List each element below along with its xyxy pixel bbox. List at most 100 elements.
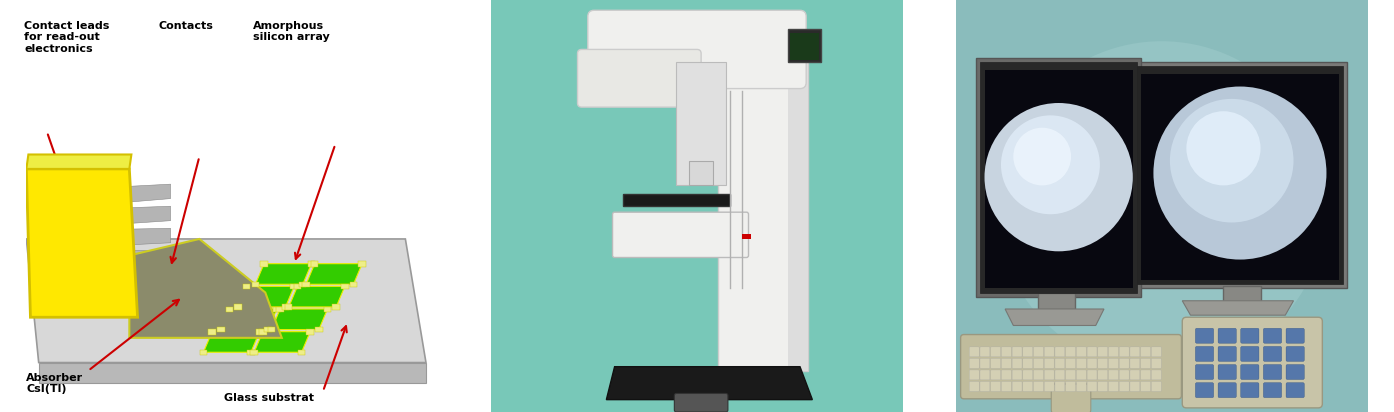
Bar <box>199 350 208 355</box>
FancyBboxPatch shape <box>1055 370 1065 380</box>
FancyBboxPatch shape <box>1287 346 1305 361</box>
FancyBboxPatch shape <box>1001 358 1011 368</box>
FancyBboxPatch shape <box>1287 328 1305 343</box>
FancyBboxPatch shape <box>1119 347 1129 357</box>
Bar <box>226 307 233 312</box>
FancyBboxPatch shape <box>1087 370 1097 380</box>
Polygon shape <box>289 286 344 307</box>
FancyBboxPatch shape <box>1287 365 1305 379</box>
Bar <box>332 304 340 310</box>
FancyBboxPatch shape <box>980 347 990 357</box>
Bar <box>718 49 809 371</box>
FancyBboxPatch shape <box>1241 328 1259 343</box>
Bar <box>294 284 301 289</box>
Bar <box>980 62 1138 293</box>
FancyBboxPatch shape <box>1001 370 1011 380</box>
FancyBboxPatch shape <box>1001 382 1011 391</box>
FancyBboxPatch shape <box>980 370 990 380</box>
Bar <box>268 327 275 332</box>
FancyBboxPatch shape <box>1012 358 1022 368</box>
Bar <box>273 307 280 312</box>
Text: Contacts: Contacts <box>158 21 213 30</box>
FancyBboxPatch shape <box>1151 358 1161 368</box>
Polygon shape <box>26 169 138 317</box>
Bar <box>743 234 750 239</box>
FancyBboxPatch shape <box>577 49 701 107</box>
Bar <box>259 329 266 335</box>
FancyBboxPatch shape <box>1196 383 1214 398</box>
FancyBboxPatch shape <box>1044 347 1054 357</box>
FancyBboxPatch shape <box>1131 370 1140 380</box>
FancyBboxPatch shape <box>1151 347 1161 357</box>
FancyBboxPatch shape <box>1218 346 1236 361</box>
FancyBboxPatch shape <box>1065 347 1076 357</box>
FancyBboxPatch shape <box>1012 382 1022 391</box>
FancyBboxPatch shape <box>1076 358 1086 368</box>
Polygon shape <box>220 309 277 330</box>
Polygon shape <box>131 272 170 288</box>
Bar <box>247 350 255 355</box>
Polygon shape <box>26 154 131 169</box>
FancyBboxPatch shape <box>1076 370 1086 380</box>
Bar <box>350 282 357 287</box>
Polygon shape <box>26 239 427 363</box>
Circle shape <box>1013 128 1071 185</box>
Bar <box>308 261 315 267</box>
Polygon shape <box>255 264 311 284</box>
Polygon shape <box>134 269 204 287</box>
Bar <box>265 327 272 332</box>
Bar <box>298 350 305 355</box>
FancyBboxPatch shape <box>1098 358 1108 368</box>
FancyBboxPatch shape <box>1182 317 1323 408</box>
FancyBboxPatch shape <box>1108 382 1118 391</box>
Circle shape <box>1186 111 1260 185</box>
Bar <box>976 58 1142 297</box>
Text: Absorber
CsI(Tl): Absorber CsI(Tl) <box>26 373 84 394</box>
FancyBboxPatch shape <box>1076 347 1086 357</box>
FancyBboxPatch shape <box>991 370 1001 380</box>
FancyBboxPatch shape <box>1140 370 1150 380</box>
FancyBboxPatch shape <box>969 370 979 380</box>
Polygon shape <box>134 250 204 271</box>
FancyBboxPatch shape <box>1151 382 1161 391</box>
FancyBboxPatch shape <box>1023 370 1033 380</box>
Bar <box>251 350 258 355</box>
Polygon shape <box>238 286 294 307</box>
Polygon shape <box>39 363 427 383</box>
Bar <box>676 62 726 185</box>
Bar <box>358 261 365 267</box>
FancyBboxPatch shape <box>1140 382 1150 391</box>
Polygon shape <box>131 228 170 245</box>
FancyBboxPatch shape <box>1087 382 1097 391</box>
FancyBboxPatch shape <box>969 358 979 368</box>
Bar <box>315 327 322 332</box>
Polygon shape <box>623 194 730 206</box>
FancyBboxPatch shape <box>1055 347 1065 357</box>
Circle shape <box>1153 87 1327 260</box>
Polygon shape <box>131 206 170 223</box>
Polygon shape <box>130 239 282 338</box>
FancyBboxPatch shape <box>1151 370 1161 380</box>
FancyBboxPatch shape <box>1218 383 1236 398</box>
FancyBboxPatch shape <box>1065 370 1076 380</box>
Polygon shape <box>254 332 311 352</box>
FancyBboxPatch shape <box>980 358 990 368</box>
FancyBboxPatch shape <box>1263 346 1281 361</box>
Polygon shape <box>134 304 204 318</box>
FancyBboxPatch shape <box>1044 370 1054 380</box>
FancyBboxPatch shape <box>1119 370 1129 380</box>
FancyBboxPatch shape <box>675 393 728 412</box>
Bar <box>243 284 251 289</box>
FancyBboxPatch shape <box>1023 358 1033 368</box>
FancyBboxPatch shape <box>1196 328 1214 343</box>
FancyBboxPatch shape <box>1140 347 1150 357</box>
FancyBboxPatch shape <box>991 347 1001 357</box>
FancyBboxPatch shape <box>1218 365 1236 379</box>
FancyBboxPatch shape <box>1241 346 1259 361</box>
Text: Amorphous
silicon array: Amorphous silicon array <box>252 21 330 42</box>
Text: Contact leads
for read-out
electronics: Contact leads for read-out electronics <box>24 21 110 54</box>
FancyBboxPatch shape <box>1119 382 1129 391</box>
Polygon shape <box>131 293 170 309</box>
FancyBboxPatch shape <box>1131 382 1140 391</box>
Bar <box>788 49 809 371</box>
